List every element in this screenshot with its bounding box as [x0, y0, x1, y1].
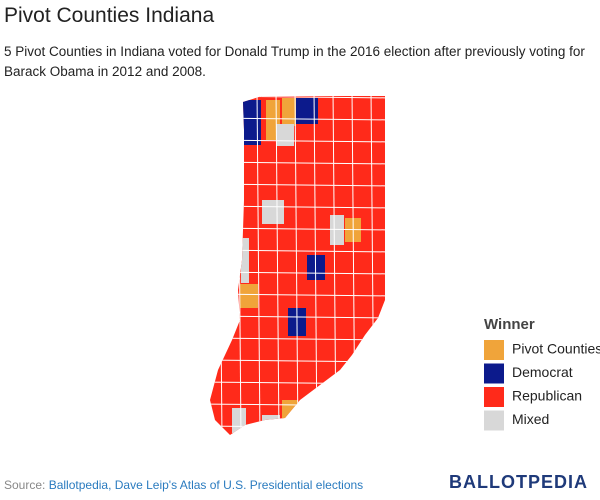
subtitle: 5 Pivot Counties in Indiana voted for Do… — [4, 44, 585, 79]
county — [240, 284, 258, 308]
county — [243, 100, 261, 145]
county — [282, 98, 296, 126]
county-line — [390, 90, 393, 440]
source: Source: Ballotpedia, Dave Leip's Atlas o… — [4, 478, 363, 492]
county-line — [275, 96, 280, 435]
county-line — [313, 96, 318, 435]
county-base — [210, 96, 385, 435]
county — [262, 415, 280, 430]
legend-swatch — [484, 387, 504, 407]
county — [296, 98, 318, 124]
legend-swatch — [484, 340, 504, 360]
legend-swatch — [484, 363, 504, 384]
legend-label: Pivot Counties — [512, 341, 600, 357]
county — [330, 215, 344, 245]
county — [262, 200, 284, 224]
legend-label: Democrat — [512, 364, 573, 380]
county — [241, 238, 249, 283]
county-line — [294, 96, 299, 435]
legend-label: Mixed — [512, 411, 549, 427]
source-link[interactable]: Ballotpedia, Dave Leip's Atlas of U.S. P… — [48, 478, 364, 492]
county — [276, 124, 294, 146]
legend: Pivot Counties Democrat Republican Mixed — [484, 340, 600, 431]
county-line — [256, 96, 261, 435]
county-line — [200, 90, 203, 440]
title: Pivot Counties Indiana — [4, 4, 215, 27]
counties — [200, 90, 393, 440]
source-label: Source: — [4, 478, 46, 492]
legend-label: Republican — [512, 388, 582, 404]
legend-swatch — [484, 410, 504, 431]
legend-title: Winner — [484, 316, 535, 333]
county — [232, 408, 246, 433]
logo: BALLOTPEDIA — [449, 472, 588, 492]
